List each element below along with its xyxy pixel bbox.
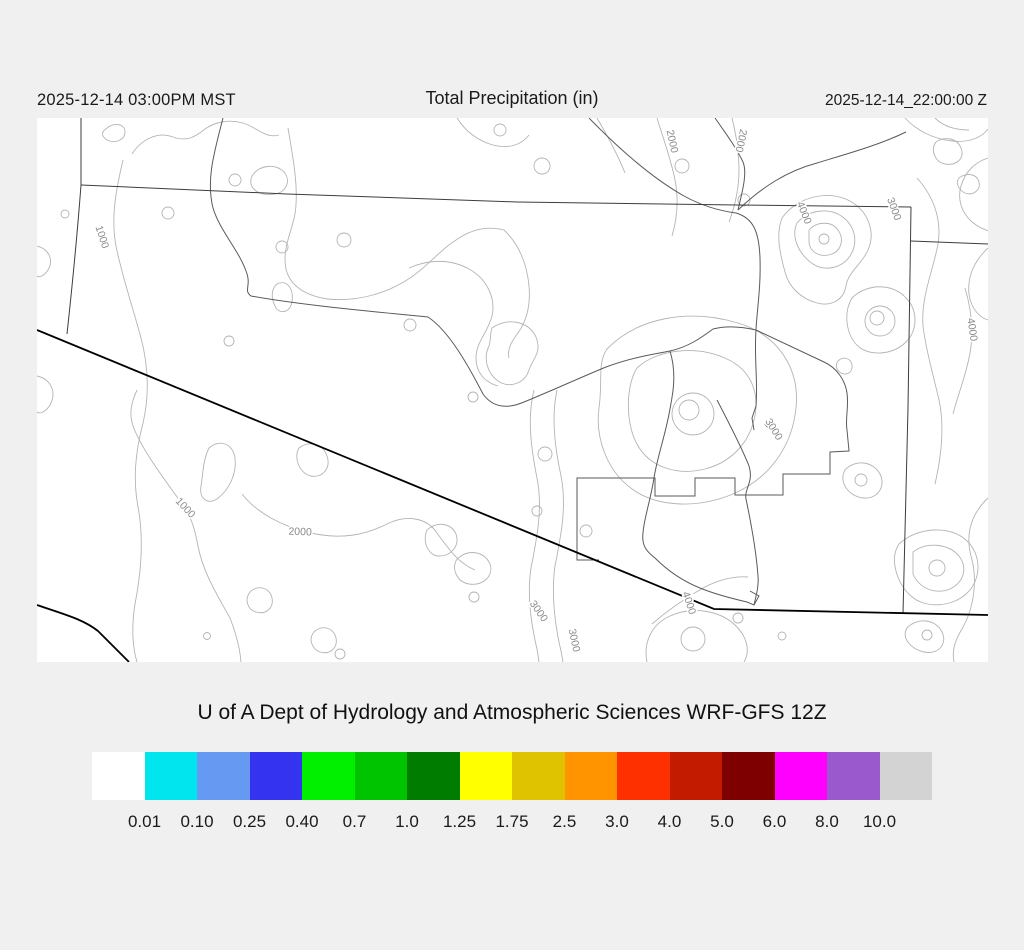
colorbar-tick-label: 1.0 xyxy=(395,812,419,831)
colorbar-tick-label: 8.0 xyxy=(815,812,839,831)
contour-label: 3000 xyxy=(762,416,785,442)
contour-label: 4000 xyxy=(964,317,979,342)
colorbar-swatch xyxy=(617,752,670,800)
river-lines xyxy=(209,118,907,606)
colorbar-tick-label: 0.01 xyxy=(127,812,162,831)
colorbar-tick-label: 0.7 xyxy=(342,812,367,831)
colorbar-tick-label: 0.40 xyxy=(285,812,319,831)
colorbar-swatch xyxy=(564,752,617,800)
colorbar-swatch xyxy=(774,752,827,800)
model-time-label: 2025-12-14_22:00:00 Z xyxy=(824,92,987,109)
colorbar-tick-label: 5.0 xyxy=(710,812,734,831)
contour-label: 3000 xyxy=(566,628,583,653)
contour-label: 2000 xyxy=(664,129,681,154)
colorbar-swatch xyxy=(144,752,197,800)
precipitation-map: 1000 1000 2000 2000 2000 4000 3000 3000 … xyxy=(37,118,988,662)
contour-label: 1000 xyxy=(93,224,112,250)
colorbar-tick-label: 2.5 xyxy=(552,812,577,831)
colorbar-tick-label: 6.0 xyxy=(762,812,787,831)
colorbar-tick-label: 0.25 xyxy=(232,812,267,831)
state-border-lines xyxy=(66,118,988,615)
colorbar-swatch xyxy=(92,752,145,800)
contour-label: 3000 xyxy=(884,196,903,222)
valid-time-label: 2025-12-14 03:00PM MST xyxy=(37,91,236,109)
map-caption: U of A Dept of Hydrology and Atmospheric… xyxy=(197,701,827,724)
colorbar-tick-label: 1.25 xyxy=(442,812,477,831)
colorbar-swatch xyxy=(354,752,407,800)
colorbar-tick-label: 10.0 xyxy=(862,812,897,831)
colorbar-swatch xyxy=(407,752,460,800)
colorbar-swatch xyxy=(879,752,932,800)
colorbar-swatch xyxy=(459,752,512,800)
colorbar-tick-label: 4.0 xyxy=(657,812,682,831)
colorbar-swatch xyxy=(827,752,880,800)
elevation-contours xyxy=(37,118,988,662)
colorbar-tick-labels: 0.01 0.10 0.25 0.40 0.7 1.0 1.25 1.75 2.5 3.0 4.0 5… xyxy=(92,812,932,836)
colorbar-tick-label: 1.75 xyxy=(495,812,529,831)
precipitation-colorbar xyxy=(92,752,932,800)
colorbar-swatch xyxy=(197,752,250,800)
contour-label: 4000 xyxy=(794,200,814,226)
colorbar-tick-label: 3.0 xyxy=(605,812,629,831)
colorbar-swatch xyxy=(249,752,302,800)
page-title: Total Precipitation (in) xyxy=(425,88,599,108)
colorbar-swatch xyxy=(512,752,565,800)
colorbar-swatch xyxy=(722,752,775,800)
contour-label: 2000 xyxy=(288,526,312,539)
colorbar-tick-label: 0.10 xyxy=(180,812,214,831)
contour-label: 1000 xyxy=(173,495,198,520)
colorbar-swatch xyxy=(302,752,355,800)
thick-border-lines xyxy=(37,329,988,662)
map-canvas: 1000 1000 2000 2000 2000 4000 3000 3000 … xyxy=(37,118,988,662)
colorbar-swatch xyxy=(669,752,722,800)
